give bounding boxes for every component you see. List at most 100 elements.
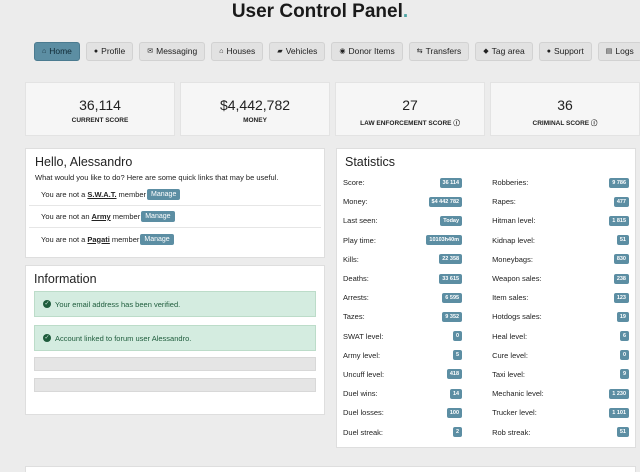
- stat-label: Rapes:: [492, 197, 516, 207]
- nav-home-button[interactable]: ⌂ Home: [34, 42, 80, 61]
- stat-value-badge: 19: [616, 311, 629, 322]
- stat-row: Duel wins: 14: [343, 384, 463, 403]
- information-heading: Information: [34, 272, 97, 286]
- stat-row: Trucker level: 1 101: [492, 403, 629, 422]
- stat-label: Army level:: [343, 350, 381, 360]
- stat-card: 36,114 CURRENT SCORE: [25, 82, 175, 136]
- stat-value-badge: 830: [613, 254, 629, 265]
- nav-transfers-button[interactable]: ⇆ Transfers: [408, 42, 470, 61]
- stat-label: Score:: [343, 178, 365, 188]
- stat-card-value: $4,442,782: [219, 97, 291, 113]
- nav-tag-area-button[interactable]: ◆ Tag area: [475, 42, 533, 61]
- user-icon: ●: [93, 48, 99, 55]
- stat-row: Item sales: 123: [492, 288, 629, 307]
- nav-label: Messaging: [156, 46, 198, 56]
- stat-label: Arrests:: [343, 293, 369, 303]
- membership-prefix: You are not a: [41, 234, 86, 244]
- membership-prefix: You are not a: [41, 190, 86, 199]
- stat-row: Moneybags: 830: [492, 250, 629, 269]
- stat-value-badge: 123: [613, 292, 629, 303]
- stat-row: Last seen: Today: [343, 211, 463, 230]
- membership-prefix: You are not an: [41, 212, 90, 221]
- stat-card-label-text: CURRENT SCORE: [71, 117, 129, 124]
- chat-icon: ●: [546, 48, 551, 55]
- statistics-right-column: Robberies: 9 786 Rapes: 477 Hitman level: 1 8…: [486, 173, 635, 442]
- stat-label: Deaths:: [343, 274, 369, 284]
- nav-label: Donor Items: [348, 46, 395, 56]
- group-link[interactable]: Pagati: [87, 234, 110, 244]
- title-dot: .: [402, 1, 409, 22]
- stat-value-badge: Today: [440, 215, 463, 226]
- nav-vehicles-button[interactable]: ▰ Vehicles: [269, 42, 326, 61]
- stat-row: Arrests: 6 595: [343, 288, 463, 307]
- nav-support-button[interactable]: ● Support: [538, 42, 592, 61]
- stat-label: Hotdogs sales:: [492, 312, 542, 322]
- membership-suffix: member: [111, 234, 140, 244]
- stat-card-label: LAW ENFORCEMENT SCORE ⓘ: [336, 117, 484, 127]
- stat-row: Score: 36 114: [343, 173, 463, 192]
- stat-card-label-text: CRIMINAL SCORE: [532, 120, 590, 127]
- stat-row: Mechanic level: 1 230: [492, 384, 629, 403]
- transfer-icon: ⇆: [416, 48, 423, 55]
- nav-label: Vehicles: [285, 46, 318, 56]
- stat-value-badge: 9 786: [609, 177, 629, 188]
- stat-value-badge: 10103h40m: [426, 235, 463, 246]
- stat-value-badge: 9: [619, 369, 629, 380]
- stat-label: SWAT level:: [343, 331, 384, 341]
- manage-button[interactable]: Manage: [140, 233, 174, 245]
- hello-panel: Hello, Alessandro What would you like to…: [25, 148, 325, 258]
- manage-button[interactable]: Manage: [147, 189, 181, 200]
- stat-row: Uncuff level: 418: [343, 365, 463, 384]
- stat-label: Money:: [343, 197, 368, 207]
- stat-value-badge: 2: [453, 427, 463, 438]
- nav-label: Logs: [615, 46, 634, 56]
- stat-label: Mechanic level:: [492, 389, 544, 399]
- stat-row: Rob streak: 51: [492, 422, 629, 441]
- stat-label: Play time:: [343, 235, 376, 245]
- statistics-left-column: Score: 36 114 Money: $4 442 782 Last seen: To…: [337, 173, 486, 442]
- stat-card-value: 27: [402, 97, 418, 113]
- nav-label: Home: [49, 46, 72, 56]
- nav-label: Support: [553, 46, 584, 56]
- nav-logs-button[interactable]: ▤ Logs: [597, 42, 640, 61]
- summary-cards: 36,114 CURRENT SCORE $4,442,782 MONEY 27 LAW …: [25, 82, 640, 136]
- stat-row: Play time: 10103h40m: [343, 231, 463, 250]
- nav-houses-button[interactable]: ⌂ Houses: [211, 42, 264, 61]
- tag-icon: ◆: [483, 48, 489, 55]
- stat-value-badge: 238: [613, 273, 629, 284]
- stat-card-value: 36,114: [79, 97, 121, 113]
- stat-row: SWAT level: 0: [343, 327, 463, 346]
- stat-card-label: MONEY: [181, 117, 329, 124]
- group-link[interactable]: Army: [91, 212, 111, 221]
- stat-value-badge: 100: [446, 407, 463, 418]
- stat-label: Robberies:: [492, 178, 529, 188]
- help-icon[interactable]: ⓘ: [589, 120, 598, 127]
- group-link[interactable]: S.W.A.T.: [87, 190, 117, 199]
- information-panel: Information ✓ Your email address has been…: [25, 265, 325, 415]
- stat-label: Uncuff level:: [343, 369, 385, 379]
- page-title: User Control Panel.: [231, 1, 409, 22]
- stat-label: Duel losses:: [343, 408, 384, 418]
- manage-button[interactable]: Manage: [141, 211, 175, 222]
- nav-label: Transfers: [425, 46, 462, 56]
- stat-row: Money: $4 442 782: [343, 192, 463, 211]
- membership-row: You are not an Army member Manage: [29, 206, 321, 228]
- stat-label: Weapon sales:: [492, 274, 542, 284]
- placeholder-bar: [34, 378, 316, 392]
- nav-label: Tag area: [491, 46, 525, 56]
- nav-messaging-button[interactable]: ✉ Messaging: [139, 42, 206, 61]
- nav-donor-items-button[interactable]: ◉ Donor Items: [331, 42, 403, 61]
- glasses-icon: ◉: [339, 48, 346, 55]
- stat-value-badge: 51: [616, 235, 629, 246]
- stat-row: Hotdogs sales: 19: [492, 307, 629, 326]
- nav-profile-button[interactable]: ● Profile: [85, 42, 134, 61]
- stat-label: Tazes:: [343, 312, 365, 322]
- stat-value-badge: 0: [619, 350, 629, 361]
- help-icon[interactable]: ⓘ: [451, 120, 460, 127]
- forum-linked-alert: ✓ Account linked to forum user Alessandro…: [34, 325, 316, 351]
- stat-value-badge: 1 101: [609, 407, 629, 418]
- check-circle-icon: ✓: [43, 334, 51, 342]
- stat-label: Heal level:: [492, 331, 528, 341]
- stat-row: Hitman level: 1 815: [492, 211, 629, 230]
- stat-value-badge: $4 442 782: [428, 196, 463, 207]
